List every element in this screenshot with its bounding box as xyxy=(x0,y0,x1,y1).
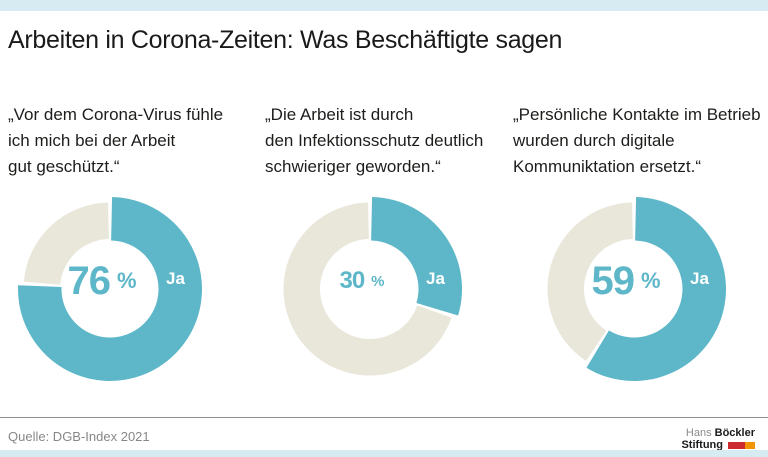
quote-line: „Persönliche Kontakte im Betrieb xyxy=(513,105,761,124)
quote-line: ich mich bei der Arbeit xyxy=(8,131,176,150)
logo-line-2: Stiftung xyxy=(681,439,755,451)
logo-stiftung: Stiftung xyxy=(681,439,723,451)
quote-text-2: „Die Arbeit ist durch den Infektionsschu… xyxy=(265,102,515,180)
donut-svg xyxy=(547,197,726,381)
donut-chart-1: 76 % Ja xyxy=(10,189,210,389)
logo-orange-block-icon xyxy=(745,442,755,449)
logo-boeckler: Böckler xyxy=(714,427,755,439)
donut-chart-2: 30 % Ja xyxy=(270,189,470,389)
quote-text-1: „Vor dem Corona-Virus fühle ich mich bei… xyxy=(8,102,258,180)
source-note: Quelle: DGB-Index 2021 xyxy=(8,429,150,444)
quote-line: wurden durch digitale xyxy=(513,131,675,150)
footer-divider-line xyxy=(0,417,768,418)
quote-line: den Infektionsschutz deutlich xyxy=(265,131,484,150)
donut-svg xyxy=(283,197,463,376)
donut-svg xyxy=(17,197,202,381)
quote-line: schwieriger geworden.“ xyxy=(265,157,441,176)
bottom-frame-bar xyxy=(0,450,768,457)
hans-boeckler-stiftung-logo: Hans Böckler Stiftung xyxy=(681,427,755,451)
quote-text-3: „Persönliche Kontakte im Betrieb wurden … xyxy=(513,102,763,180)
page-title: Arbeiten in Corona-Zeiten: Was Beschäfti… xyxy=(8,26,563,54)
donut-chart-3: 59 % Ja xyxy=(534,189,734,389)
quote-line: Kommuniktation ersetzt.“ xyxy=(513,157,702,176)
quote-line: gut geschützt.“ xyxy=(8,157,120,176)
logo-line-1: Hans Böckler xyxy=(681,427,755,439)
quote-line: „Die Arbeit ist durch xyxy=(265,105,414,124)
logo-red-block-icon xyxy=(728,442,745,449)
top-frame-bar xyxy=(0,0,768,11)
logo-hans: Hans xyxy=(685,427,712,439)
quote-line: „Vor dem Corona-Virus fühle xyxy=(8,105,224,124)
